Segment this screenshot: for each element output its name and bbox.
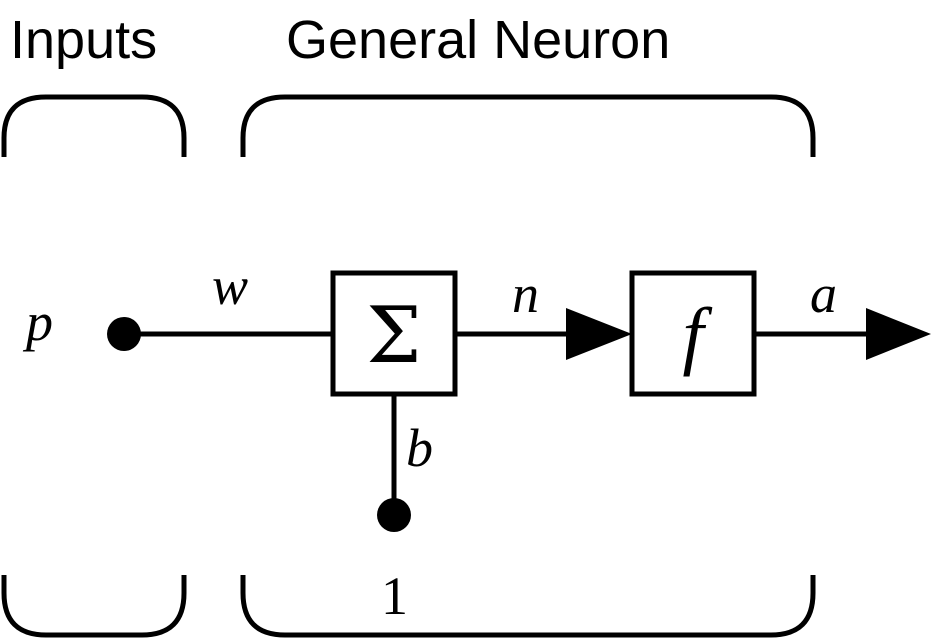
bias-label-b: b <box>406 418 433 478</box>
sigma-symbol: Σ <box>366 291 421 381</box>
bias-node <box>377 498 411 532</box>
net-input-arrowhead <box>566 308 632 360</box>
general-neuron-heading: General Neuron <box>286 10 670 70</box>
neuron-bottom-bracket <box>240 575 816 638</box>
inputs-bottom-bracket <box>1 575 187 638</box>
weight-label-w: w <box>212 256 248 316</box>
bias-input-label-1: 1 <box>381 566 408 626</box>
input-label-p: p <box>22 292 53 352</box>
net-input-label-n: n <box>512 264 539 324</box>
output-label-a: a <box>810 264 837 324</box>
inputs-heading: Inputs <box>10 10 157 70</box>
neuron-top-bracket <box>240 94 816 157</box>
inputs-top-bracket <box>1 94 187 157</box>
output-arrowhead <box>866 308 931 360</box>
